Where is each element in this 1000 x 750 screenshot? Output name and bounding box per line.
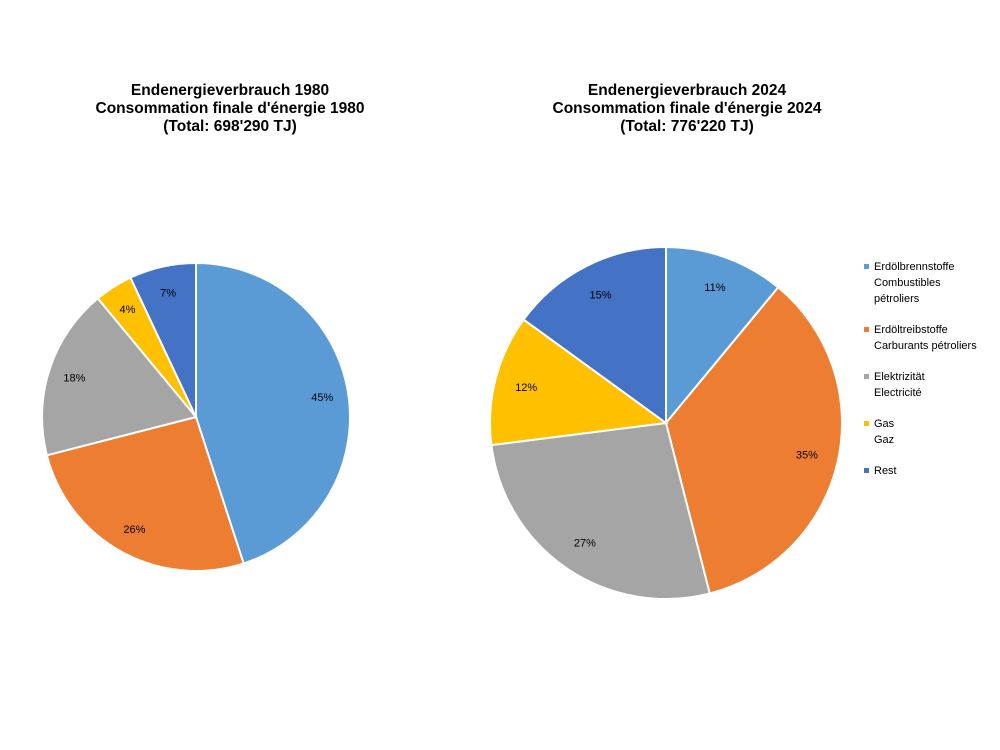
data-label-gas: 12% (515, 382, 537, 394)
legend-label: Rest (874, 465, 897, 477)
legend-label: Combustibles (874, 277, 941, 289)
data-label-gas: 4% (120, 304, 136, 316)
chart-title-line: Consommation finale d'énergie 2024 (552, 100, 822, 117)
legend-label: Electricité (874, 387, 922, 399)
legend: Erdölbrennstoffe Combustibles pétroliers… (862, 259, 998, 494)
data-label-erdoelbrennstoffe: 11% (704, 282, 725, 294)
legend-swatch (864, 468, 869, 473)
legend-label: Erdölbrennstoffe (874, 261, 955, 273)
legend-label: Gaz (874, 434, 895, 446)
pie-slice-erdoelbrennstoffe (665, 245, 780, 426)
pie-slice-erdoelbrennstoffe (195, 261, 351, 565)
legend-item: Gas Gaz (862, 416, 998, 448)
legend-label: Elektrizität (874, 371, 925, 383)
data-label-erdoeltreibstoffe: 35% (796, 449, 818, 461)
legend-swatch (864, 421, 869, 426)
pie-labels: 45% 26% 18% 4% 7% (63, 287, 333, 536)
legend-item: Elektrizität Electricité (862, 369, 998, 401)
pie-slice-rest (129, 261, 197, 418)
pie-chart-1980: 45% 26% 18% 4% 7% (41, 261, 351, 572)
data-label-elektrizitaet: 27% (574, 537, 596, 549)
legend-label: Gas (874, 418, 895, 430)
legend-item: Erdölbrennstoffe Combustibles pétroliers (862, 259, 998, 307)
chart-title-1980: Endenergieverbrauch 1980 Consommation fi… (30, 82, 430, 136)
legend-item: Rest (862, 463, 998, 479)
chart-title-line: Endenergieverbrauch 1980 (130, 82, 330, 99)
pie-chart-2024: 11% 35% 27% 12% 15% (489, 245, 843, 600)
chart-title-line: (Total: 776'220 TJ) (620, 118, 754, 135)
data-label-erdoelbrennstoffe: 45% (311, 392, 333, 404)
chart-title-line: Consommation finale d'énergie 1980 (95, 100, 365, 117)
data-label-rest: 7% (160, 287, 176, 299)
legend-swatch (864, 327, 869, 332)
legend-label: pétroliers (874, 293, 920, 305)
pie-slice-erdoeltreibstoffe (664, 285, 843, 595)
legend-label: Carburants pétroliers (874, 340, 977, 352)
chart-title-line: (Total: 698'290 TJ) (163, 118, 297, 135)
pie-slice-erdoeltreibstoffe (45, 415, 245, 572)
chart-title-line: Endenergieverbrauch 2024 (587, 82, 787, 99)
pie-slice-elektrizitaet (41, 296, 198, 457)
legend-swatch (864, 374, 869, 379)
pie-slice-elektrizitaet (490, 421, 711, 600)
pie-slice-rest (522, 245, 667, 425)
pie-slice-gas (489, 318, 669, 447)
pie-labels: 11% 35% 27% 12% 15% (515, 282, 818, 549)
data-label-elektrizitaet: 18% (63, 373, 85, 385)
legend-item: Erdöltreibstoffe Carburants pétroliers (862, 322, 998, 354)
chart-title-2024: Endenergieverbrauch 2024 Consommation fi… (487, 82, 887, 136)
legend-label: Erdöltreibstoffe (874, 324, 948, 336)
data-label-rest: 15% (589, 289, 611, 301)
legend-swatch (864, 264, 869, 269)
data-label-erdoeltreibstoffe: 26% (123, 524, 145, 536)
